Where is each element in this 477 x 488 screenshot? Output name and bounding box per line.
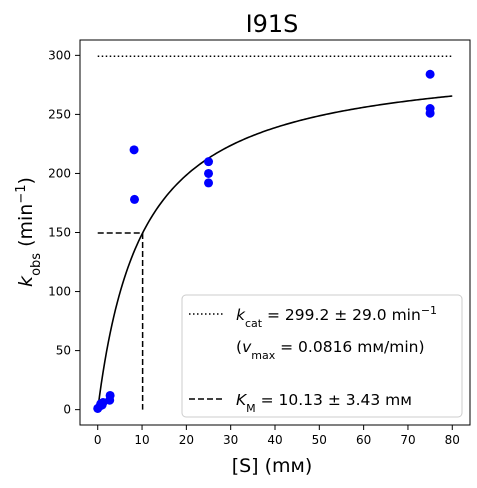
y-axis-ticks: 0 50 100 150 200 250 300 [48,48,80,417]
x-tick-label: 20 [179,433,194,447]
x-tick-label: 60 [356,433,371,447]
data-point [204,178,214,188]
data-point [425,108,435,118]
y-tick-label: 50 [56,344,71,358]
data-point [105,390,115,400]
legend-vmax-label: (vmax = 0.0816 mм/min) [236,338,425,362]
y-tick-label: 0 [63,403,71,417]
y-tick-label: 300 [48,48,71,62]
legend-km-label: KM = 10.13 ± 3.43 mм [236,391,412,415]
plot-frame [79,39,471,426]
chart-title: I91S [246,10,299,38]
y-tick-label: 150 [48,226,71,240]
data-point [129,145,139,155]
y-tick-label: 100 [48,285,71,299]
x-axis-ticks: 0 10 20 30 40 50 60 70 80 [94,425,460,447]
fit-curve [96,95,453,410]
x-tick-label: 50 [312,433,327,447]
y-tick-label: 200 [48,166,71,180]
x-tick-label: 10 [134,433,149,447]
legend-box [181,294,463,418]
data-point [204,157,214,167]
data-point [204,168,214,178]
data-point [425,69,435,79]
legend-kcat-label: kcat = 299.2 ± 29.0 min−1 [236,304,437,330]
x-axis-label: [S] (mм) [232,455,313,477]
x-tick-label: 70 [400,433,415,447]
x-tick-label: 40 [267,433,282,447]
x-tick-label: 30 [223,433,238,447]
data-point [130,194,140,204]
y-tick-label: 250 [48,107,71,121]
x-tick-label: 0 [94,433,102,447]
legend: kcat = 299.2 ± 29.0 min−1 (vmax = 0.0816… [181,294,463,418]
y-axis-label: kobs (min−1) [14,177,44,287]
plot-area [93,55,453,413]
x-tick-label: 80 [445,433,460,447]
